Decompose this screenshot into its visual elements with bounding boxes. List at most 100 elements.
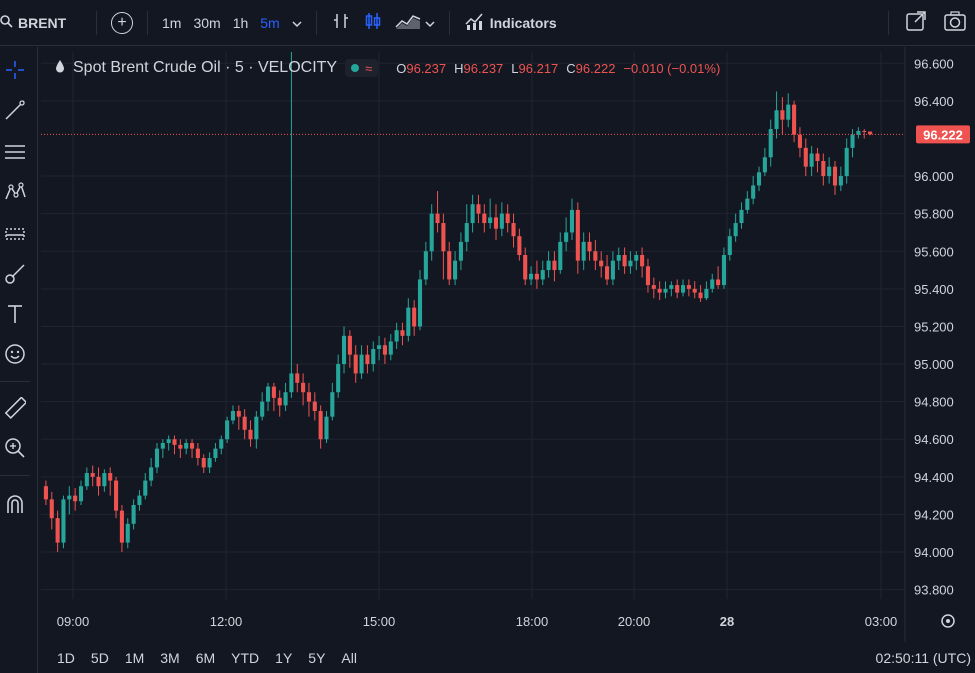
- indicators-icon: [464, 11, 486, 34]
- indicators-button[interactable]: Indicators: [458, 11, 563, 34]
- candle-body: [248, 429, 253, 440]
- candle-body: [61, 499, 66, 543]
- candle-body: [774, 110, 779, 130]
- candle-body: [49, 499, 54, 519]
- chevron-down-icon: [425, 15, 435, 31]
- settings-gear-icon[interactable]: [941, 614, 955, 628]
- chevron-down-icon: [292, 15, 302, 31]
- candle-body: [552, 260, 557, 271]
- time-tick-label: 20:00: [618, 614, 651, 629]
- candle-body: [330, 392, 335, 417]
- ohlc-values: O96.237 H96.237 L96.217 C96.222 −0.010 (…: [396, 61, 720, 76]
- candle-body: [669, 285, 674, 289]
- candle-body: [143, 480, 148, 496]
- divider: [448, 10, 450, 35]
- trend-line-tool[interactable]: [0, 97, 30, 127]
- range-5y[interactable]: 5Y: [308, 649, 326, 666]
- candle-body: [347, 335, 352, 355]
- symbol-search[interactable]: BRENT: [0, 14, 88, 31]
- candle-body: [441, 223, 446, 252]
- candle-body: [686, 285, 691, 289]
- candles-style-button[interactable]: [357, 11, 389, 34]
- range-1y[interactable]: 1Y: [275, 649, 293, 666]
- text-tool[interactable]: [0, 301, 30, 331]
- candle-body: [172, 439, 177, 445]
- horizontal-lines-tool[interactable]: [0, 139, 30, 169]
- search-icon: [0, 14, 14, 31]
- candle-body: [102, 473, 107, 487]
- camera-icon[interactable]: [943, 10, 967, 35]
- candle-body: [464, 223, 469, 242]
- candle-body: [166, 439, 171, 443]
- zoom-tool[interactable]: [0, 435, 30, 465]
- bar-style-button[interactable]: [325, 11, 357, 34]
- price-tick-label: 96.000: [914, 169, 954, 184]
- candle-body: [213, 448, 218, 459]
- range-3m[interactable]: 3M: [160, 649, 180, 666]
- candlestick-chart[interactable]: 96.600 96.400 96.000 95.800 95.600 95.400 95.2…: [39, 47, 975, 642]
- candles-icon: [363, 11, 383, 34]
- price-tick-label: 94.200: [914, 507, 954, 522]
- interval-30m[interactable]: 30m: [193, 14, 221, 31]
- candle-body: [809, 153, 814, 167]
- magnet-tool[interactable]: [0, 491, 30, 521]
- price-tick-label: 94.800: [914, 395, 954, 410]
- candle-body: [236, 411, 241, 417]
- candle-body: [400, 330, 405, 336]
- divider: [888, 10, 889, 35]
- candle-body: [499, 213, 504, 229]
- range-1d[interactable]: 1D: [57, 649, 75, 666]
- utc-clock[interactable]: 02:50:11 (UTC): [875, 649, 971, 666]
- candle-body: [575, 209, 580, 261]
- price-tick-label: 94.600: [914, 432, 954, 447]
- area-style-button[interactable]: [389, 11, 441, 34]
- candle-body: [657, 288, 662, 293]
- external-link-icon[interactable]: [905, 10, 927, 35]
- candle-body: [184, 442, 189, 449]
- candle-body: [225, 420, 230, 440]
- range-ytd[interactable]: YTD: [231, 649, 260, 666]
- interval-5m[interactable]: 5m: [260, 14, 280, 31]
- candle-body: [786, 104, 791, 120]
- candle-body: [324, 416, 329, 440]
- candle-body: [704, 288, 709, 299]
- compare-button[interactable]: +: [105, 11, 139, 34]
- price-tick-label: 95.600: [914, 244, 954, 259]
- range-all[interactable]: All: [341, 649, 357, 666]
- brush-icon: [4, 263, 26, 290]
- chart-area[interactable]: 96.600 96.400 96.000 95.800 95.600 95.400 95.2…: [39, 47, 975, 642]
- candle-body: [529, 273, 534, 280]
- price-tick-label: 95.800: [914, 207, 954, 222]
- emoji-tool[interactable]: [0, 341, 30, 371]
- ruler-tool[interactable]: [0, 395, 30, 425]
- candle-body: [190, 442, 195, 449]
- interval-1m[interactable]: 1m: [162, 14, 182, 31]
- market-status[interactable]: ≈: [345, 59, 379, 77]
- candle-body: [827, 166, 832, 177]
- candle-body: [505, 213, 510, 224]
- interval-1h[interactable]: 1h: [232, 14, 249, 31]
- candle-body: [341, 335, 347, 365]
- prediction-tool[interactable]: [0, 221, 30, 251]
- candle-body: [435, 213, 440, 224]
- candle-body: [868, 131, 873, 135]
- divider: [0, 381, 30, 382]
- candle-body: [371, 348, 376, 365]
- price-tick-label: 95.200: [914, 319, 954, 334]
- candle-body: [680, 285, 686, 293]
- right-tools: [888, 10, 967, 35]
- pattern-tool[interactable]: [0, 179, 30, 209]
- candle-body: [289, 373, 294, 393]
- crosshair-tool[interactable]: [0, 57, 30, 87]
- range-1m[interactable]: 1M: [124, 649, 145, 666]
- candle-body: [55, 518, 60, 543]
- interval-dropdown[interactable]: [286, 15, 308, 31]
- candle-body: [78, 486, 84, 502]
- range-6m[interactable]: 6M: [195, 649, 216, 666]
- symbol-title[interactable]: Spot Brent Crude Oil · 5 · VELOCITY: [73, 59, 338, 76]
- brush-tool[interactable]: [0, 261, 30, 291]
- candle-body: [593, 251, 598, 261]
- candle-body: [850, 134, 855, 148]
- range-5d[interactable]: 5D: [90, 649, 109, 666]
- candle-body: [698, 292, 703, 299]
